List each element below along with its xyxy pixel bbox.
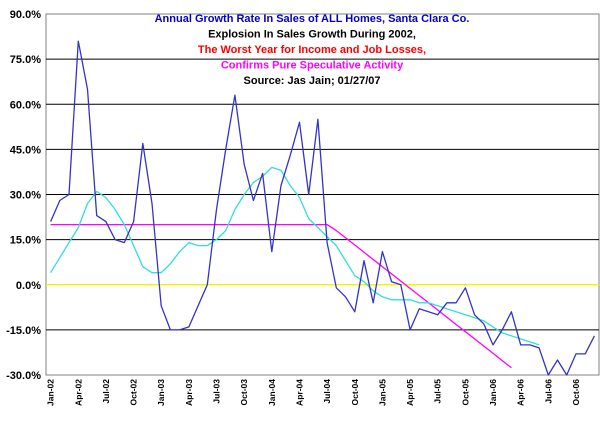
y-tick-label: -30.0% [6, 370, 41, 382]
x-tick-label: Apr-06 [516, 379, 526, 406]
x-axis-ticks: Jan-02 Apr-02 Jul-02 Oct-02 Jan-03 Apr-03 Jul-… [46, 379, 581, 406]
x-tick-label: Jan-03 [156, 379, 166, 406]
x-tick-label: Jul-02 [101, 379, 111, 404]
y-tick-label: 90.0% [10, 9, 41, 21]
y-tick-label: 45.0% [10, 144, 41, 156]
series-line-0 [50, 40, 595, 376]
y-tick-label: 60.0% [10, 99, 41, 111]
y-tick-label: 0.0% [16, 280, 41, 292]
y-tick-label: 15.0% [10, 235, 41, 247]
x-tick-label: Oct-06 [571, 379, 581, 406]
x-tick-label: Apr-03 [184, 379, 194, 406]
y-tick-label: 30.0% [10, 190, 41, 202]
y-axis-ticks: -30.0% -15.0% 0.0% 15.0% 30.0% 45.0% 60.0% 75.0… [6, 9, 41, 382]
series-layer [46, 40, 599, 376]
x-tick-label: Jan-02 [46, 379, 56, 406]
x-tick-label: Apr-04 [294, 379, 304, 406]
title-line-4: Source: Jas Jain; 01/27/07 [244, 75, 381, 87]
x-tick-label: Oct-03 [239, 379, 249, 406]
y-tick-label: 75.0% [10, 54, 41, 66]
x-tick-label: Jul-03 [212, 379, 222, 404]
title-line-3: Confirms Pure Speculative Activity [221, 60, 404, 72]
x-tick-label: Oct-04 [350, 379, 360, 406]
x-tick-label: Jan-06 [488, 379, 498, 406]
x-tick-label: Jul-06 [543, 379, 553, 404]
x-tick-label: Apr-05 [405, 379, 415, 406]
x-tick-label: Jan-04 [267, 379, 277, 406]
x-tick-label: Jul-05 [433, 379, 443, 404]
series-line-1 [50, 166, 540, 346]
y-tick-label: -15.0% [6, 325, 41, 337]
title-line-0: Annual Growth Rate In Sales of ALL Homes… [155, 13, 470, 25]
x-tick-label: Jul-04 [322, 379, 332, 404]
x-tick-label: Oct-05 [460, 379, 470, 406]
title-line-1: Explosion In Sales Growth During 2002, [208, 29, 416, 41]
x-tick-label: Oct-02 [129, 379, 139, 406]
title-line-2: The Worst Year for Income and Job Losses… [198, 44, 426, 56]
series-line-2 [50, 223, 512, 369]
x-tick-label: Apr-02 [73, 379, 83, 406]
x-tick-label: Jan-05 [377, 379, 387, 406]
chart-title-block: Annual Growth Rate In Sales of ALL Homes… [155, 13, 470, 87]
